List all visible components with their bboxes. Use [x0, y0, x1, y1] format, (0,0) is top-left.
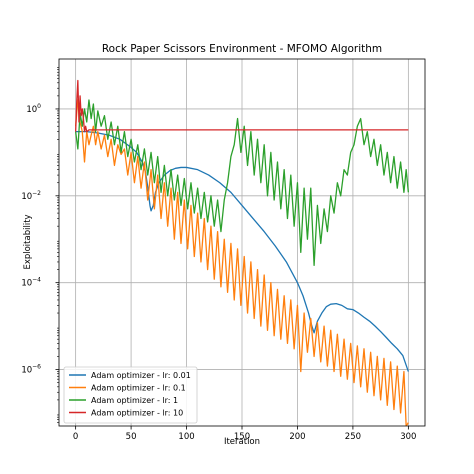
- x-tick-label: 200: [289, 432, 305, 442]
- x-tick-label: 150: [234, 432, 250, 442]
- legend-label: Adam optimizer - lr: 10: [91, 409, 183, 418]
- y-tick-exponent: 0: [37, 103, 41, 110]
- x-axis: 0 50 100 150 200 250 300: [73, 426, 416, 442]
- y-axis-label: Exploitability: [23, 214, 33, 269]
- y-tick-exponent: −6: [32, 364, 41, 371]
- x-tick-label: 300: [400, 432, 416, 442]
- chart-title: Rock Paper Scissors Environment - MFOMO …: [102, 43, 382, 55]
- x-tick-label: 250: [345, 432, 361, 442]
- series-line-3: [74, 99, 410, 267]
- x-tick-label: 50: [126, 432, 137, 442]
- plot-lines: [74, 79, 410, 426]
- series-line-2: [74, 99, 409, 426]
- y-tick-label: 10−2: [21, 190, 41, 202]
- legend-label: Adam optimizer - lr: 0.1: [91, 384, 186, 393]
- x-tick-label: 0: [73, 432, 78, 442]
- y-tick-label: 10−4: [21, 277, 41, 289]
- legend: Adam optimizer - lr: 0.01 Adam optimizer …: [63, 366, 198, 424]
- x-tick-label: 100: [178, 432, 194, 442]
- y-tick-exponent: −4: [32, 277, 41, 284]
- x-axis-label: Iteration: [224, 437, 260, 447]
- y-tick-base: 10: [21, 192, 32, 202]
- y-tick-base: 10: [21, 279, 32, 289]
- y-tick-label: 10−6: [21, 364, 41, 376]
- legend-box: [63, 366, 198, 424]
- legend-label: Adam optimizer - lr: 0.01: [91, 371, 191, 380]
- y-tick-label: 100: [26, 103, 41, 115]
- y-tick-base: 10: [26, 105, 37, 115]
- series-line-4: [74, 79, 409, 133]
- legend-label: Adam optimizer - lr: 1: [91, 396, 178, 405]
- y-tick-base: 10: [21, 366, 32, 376]
- y-tick-exponent: −2: [32, 190, 41, 197]
